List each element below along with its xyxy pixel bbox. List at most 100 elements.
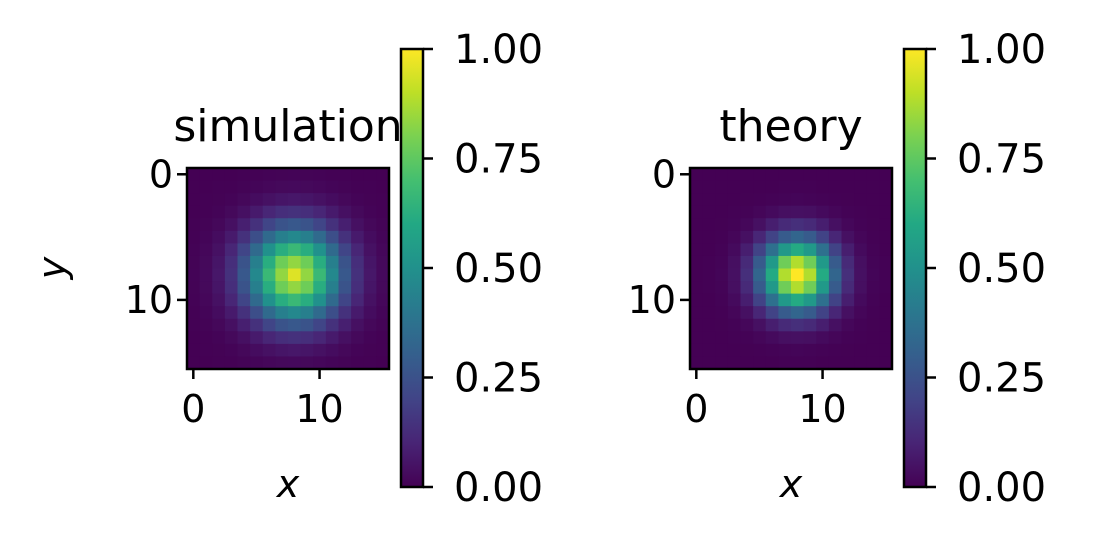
heatmap-cell	[250, 318, 264, 332]
heatmap-cell	[338, 318, 352, 332]
heatmap-cell	[363, 230, 377, 244]
heatmap-cell	[212, 268, 226, 282]
heatmap-cell	[224, 168, 239, 182]
x-axis-label: x	[276, 462, 300, 506]
heatmap-cell	[791, 318, 805, 332]
heatmap-cell	[313, 331, 327, 345]
heatmap-cell	[237, 331, 251, 345]
heatmap-cell	[187, 180, 201, 194]
heatmap-cell	[841, 281, 855, 295]
heatmap-cell	[325, 343, 340, 358]
heatmap-cell	[753, 243, 767, 257]
heatmap-cell	[854, 168, 868, 182]
heatmap-cell	[224, 218, 239, 232]
x-tick-label: 10	[295, 387, 343, 431]
heatmap-cell	[854, 180, 868, 194]
heatmap-cell	[313, 343, 327, 358]
heatmap-cell	[288, 343, 302, 358]
heatmap-cell	[753, 205, 767, 219]
heatmap-cell	[765, 281, 779, 295]
heatmap-cell	[816, 356, 830, 370]
heatmap-cell	[224, 243, 239, 257]
heatmap-cell	[803, 168, 817, 182]
heatmap-cell	[841, 268, 855, 282]
heatmap-cell	[702, 293, 716, 307]
heatmap-cell	[237, 230, 251, 244]
heatmap-cell	[224, 306, 239, 320]
heatmap-cell	[325, 306, 340, 320]
heatmap-cell	[212, 243, 226, 257]
heatmap-cell	[300, 318, 314, 332]
heatmap-cell	[351, 180, 365, 194]
heatmap-cell	[288, 293, 302, 307]
heatmap-cell	[237, 243, 251, 257]
heatmap-cell	[841, 218, 855, 232]
heatmap-cell	[262, 331, 276, 345]
heatmap-cell	[702, 356, 716, 370]
heatmap-cell	[212, 281, 226, 295]
heatmap-cell	[778, 268, 792, 282]
heatmap-cell	[288, 230, 302, 244]
heatmap-cell	[250, 343, 264, 358]
heatmap-cell	[866, 168, 880, 182]
heatmap-cell	[727, 243, 742, 257]
heatmap-cell	[300, 356, 314, 370]
heatmap-cell	[363, 293, 377, 307]
heatmap-cell	[740, 243, 754, 257]
heatmap-cell	[250, 356, 264, 370]
heatmap-cell	[740, 218, 754, 232]
heatmap-cell	[187, 306, 201, 320]
heatmap-cell	[715, 281, 729, 295]
heatmap-cell	[828, 331, 843, 345]
heatmap-cell	[313, 281, 327, 295]
heatmap-cell	[212, 180, 226, 194]
heatmap-cell	[212, 168, 226, 182]
colorbar-gradient	[399, 47, 425, 489]
heatmap-cell	[715, 293, 729, 307]
heatmap-cell	[363, 168, 377, 182]
heatmap-cell	[765, 293, 779, 307]
heatmap-cell	[212, 343, 226, 358]
heatmap-cell	[778, 218, 792, 232]
heatmap-cell	[212, 293, 226, 307]
heatmap-cell	[816, 205, 830, 219]
heatmap-cell	[690, 230, 704, 244]
heatmap-cell	[778, 255, 792, 270]
heatmap-cell	[212, 306, 226, 320]
heatmap-cell	[791, 268, 805, 282]
heatmap-cell	[715, 268, 729, 282]
heatmap-cell	[237, 268, 251, 282]
heatmap-cell	[765, 243, 779, 257]
heatmap-cell	[288, 255, 302, 270]
heatmap-cell	[300, 306, 314, 320]
heatmap-cell	[740, 193, 754, 207]
heatmap-cell	[376, 343, 390, 358]
heatmap-cell	[262, 168, 276, 182]
heatmap-cell	[262, 356, 276, 370]
heatmap-cell	[187, 230, 201, 244]
heatmap-cell	[753, 268, 767, 282]
heatmap-cell	[803, 343, 817, 358]
heatmap-cell	[791, 281, 805, 295]
heatmap-cell	[199, 356, 213, 370]
heatmap-cell	[765, 318, 779, 332]
heatmap-cell	[791, 193, 805, 207]
heatmap-cell	[816, 255, 830, 270]
heatmap-cell	[765, 268, 779, 282]
heatmap-cell	[363, 193, 377, 207]
heatmap-cell	[288, 168, 302, 182]
heatmap-cell	[363, 306, 377, 320]
heatmap-cell	[816, 293, 830, 307]
heatmap-cell	[879, 281, 893, 295]
heatmap-cell	[262, 218, 276, 232]
heatmap-cell	[803, 243, 817, 257]
heatmap-cell	[275, 205, 289, 219]
heatmap-cell	[727, 205, 742, 219]
heatmap-cell	[288, 331, 302, 345]
heatmap-cell	[275, 218, 289, 232]
heatmap-cell	[690, 218, 704, 232]
heatmap-cell	[803, 293, 817, 307]
heatmap-cell	[187, 205, 201, 219]
heatmap-cell	[237, 343, 251, 358]
heatmap-cell	[250, 193, 264, 207]
